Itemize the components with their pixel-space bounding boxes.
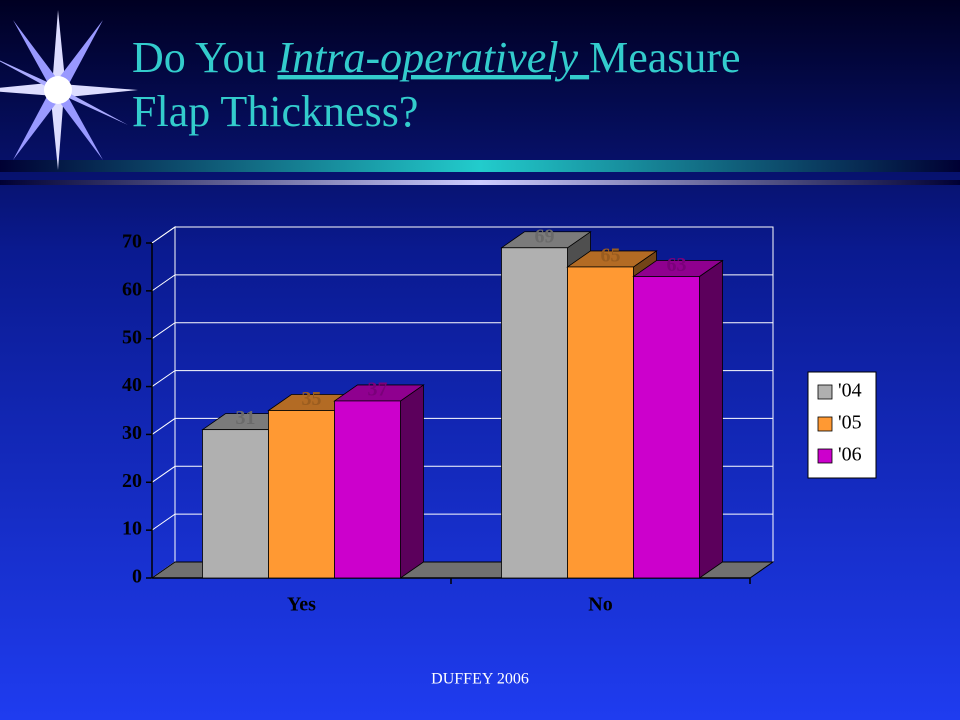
data-label: 35	[302, 388, 322, 410]
bar	[567, 266, 634, 579]
y-tick-label: 40	[122, 374, 142, 396]
y-tick-label: 0	[132, 566, 142, 588]
x-tick-label: No	[588, 594, 612, 616]
bar	[501, 247, 568, 579]
legend-label: '04	[838, 380, 862, 402]
bar-side	[400, 384, 424, 579]
data-label: 63	[667, 254, 687, 276]
y-tick-label: 20	[122, 470, 142, 492]
grid-line	[151, 226, 773, 244]
bar	[268, 410, 335, 579]
legend-swatch	[817, 416, 833, 432]
legend-label: '06	[838, 444, 862, 466]
legend-swatch	[817, 384, 833, 400]
data-label: 37	[368, 379, 388, 401]
slide-title: Do You Intra-operatively Measure Flap Thi…	[132, 33, 741, 136]
y-tick-label: 30	[122, 422, 142, 444]
y-tick-label: 50	[122, 326, 142, 348]
footer: DUFFEY 2006	[431, 671, 529, 688]
legend-swatch	[817, 448, 833, 464]
bar-side	[699, 259, 723, 579]
y-tick-label: 10	[122, 518, 142, 540]
bar	[334, 400, 401, 579]
y-tick-label: 60	[122, 278, 142, 300]
y-tick-label: 70	[122, 231, 142, 253]
data-label: 69	[535, 225, 555, 247]
data-label: 65	[601, 245, 621, 267]
bar	[633, 276, 700, 579]
x-tick-label: Yes	[287, 594, 316, 616]
data-label: 31	[236, 407, 256, 429]
starburst	[0, 10, 138, 170]
title-rule	[0, 160, 960, 172]
legend-label: '05	[838, 412, 862, 434]
title-rule-thin	[0, 180, 960, 185]
bar	[202, 429, 269, 579]
